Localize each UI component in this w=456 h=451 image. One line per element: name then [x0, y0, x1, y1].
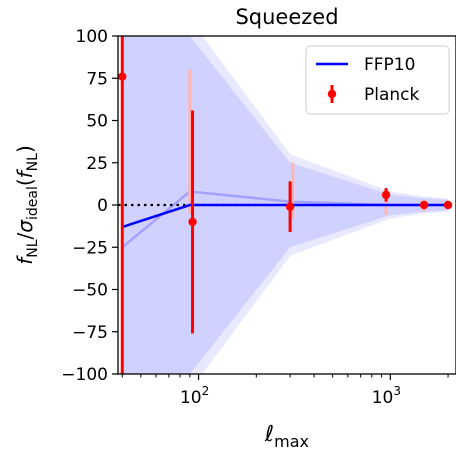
planck-point: [381, 190, 391, 200]
y-tick-label: −75: [72, 323, 108, 343]
y-tick-label: 0: [97, 196, 108, 216]
y-axis-title: fNL/σideal(fNL): [13, 145, 41, 265]
legend-point-swatch: [327, 89, 337, 99]
chart-title: Squeezed: [235, 5, 338, 29]
legend: FFP10 Planck: [305, 45, 450, 115]
y-tick-label: −50: [72, 281, 108, 301]
y-tick-label: −100: [61, 365, 108, 385]
x-tick-label: 103: [372, 384, 401, 408]
y-tick-label: 100: [76, 27, 108, 47]
plot-area: [118, 36, 453, 374]
planck-point: [188, 217, 197, 227]
x-tick-label: 102: [180, 384, 209, 408]
y-tick-label: 75: [86, 69, 108, 89]
legend-label: FFP10: [364, 55, 415, 75]
faint-series-line: [121, 190, 391, 249]
legend-label: Planck: [364, 85, 420, 105]
planck-point: [118, 72, 127, 81]
y-tick-label: −25: [72, 238, 108, 258]
planck-point: [419, 200, 429, 210]
x-axis-title: ℓmax: [264, 422, 309, 451]
y-tick-label: 50: [86, 112, 108, 132]
axes: −100 −75 −50 −25 0 25 50 75 100 102 103: [61, 27, 456, 408]
planck-point: [285, 202, 295, 211]
y-tick-label: 25: [86, 154, 108, 174]
planck-point: [443, 200, 453, 210]
